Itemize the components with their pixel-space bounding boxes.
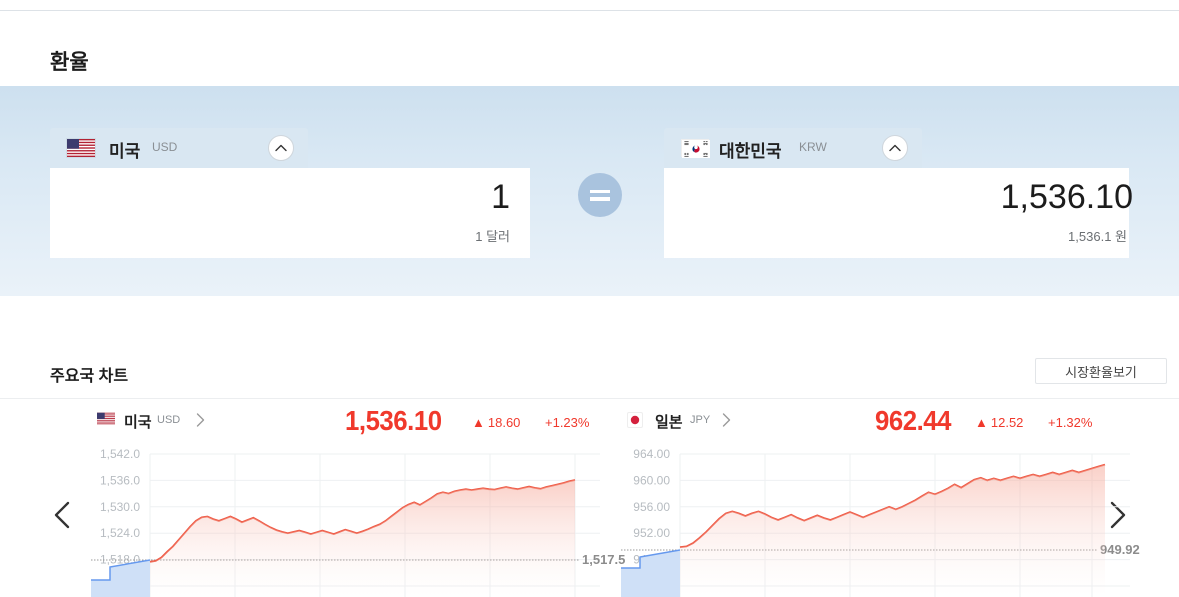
svg-text:1,536.0: 1,536.0	[100, 473, 140, 487]
svg-text:964.00: 964.00	[633, 447, 670, 461]
svg-text:956.00: 956.00	[633, 500, 670, 514]
svg-text:1,530.0: 1,530.0	[100, 500, 140, 514]
svg-text:1,542.0: 1,542.0	[100, 447, 140, 461]
svg-text:949.92: 949.92	[1100, 542, 1140, 557]
svg-text:1,524.0: 1,524.0	[100, 526, 140, 540]
svg-text:952.00: 952.00	[633, 526, 670, 540]
svg-text:960.00: 960.00	[633, 473, 670, 487]
